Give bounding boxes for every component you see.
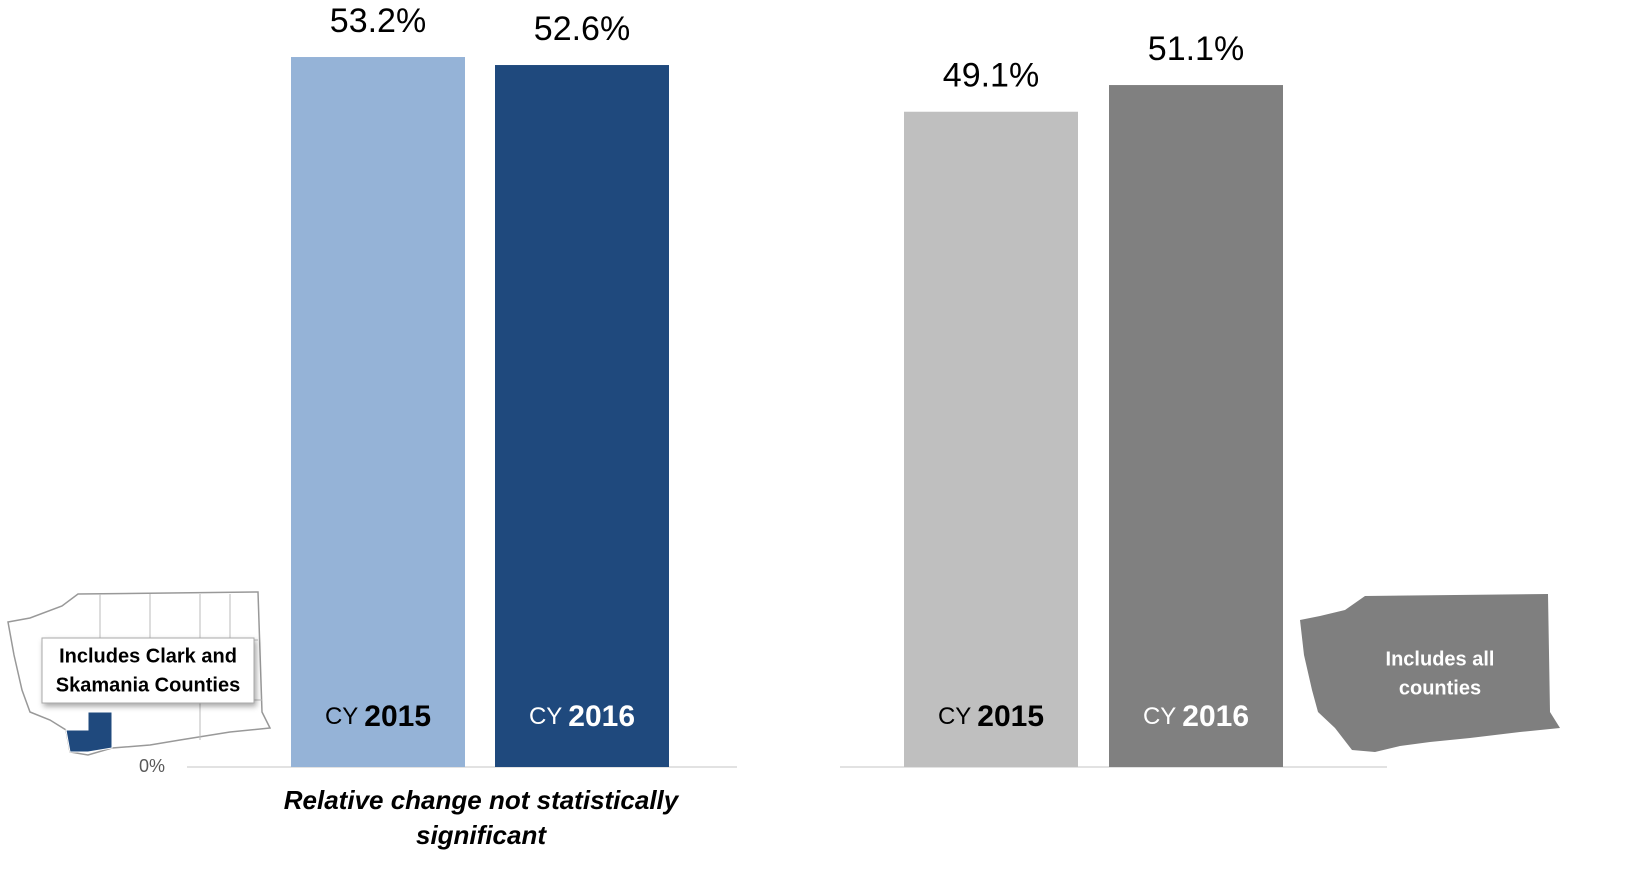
value-label: 51.1% <box>1148 30 1244 68</box>
category-prefix: CY <box>938 703 971 730</box>
y-tick-label: 0% <box>139 756 165 776</box>
bar <box>1109 85 1283 768</box>
footnote: Relative change not statistically <box>284 785 680 815</box>
value-label: 49.1% <box>943 57 1039 95</box>
category-label: CY 2016 <box>529 700 635 733</box>
category-year: 2016 <box>568 700 635 733</box>
value-label: 53.2% <box>330 2 426 40</box>
left-map <box>7 591 272 756</box>
map-annotation: Includes Clark and <box>59 645 237 667</box>
right-map <box>1300 594 1560 752</box>
map-annotation: Skamania Counties <box>56 674 241 696</box>
category-label: CY 2016 <box>1143 700 1249 733</box>
bar <box>904 111 1078 768</box>
category-prefix: CY <box>1143 703 1176 730</box>
category-year: 2015 <box>977 700 1044 733</box>
category-prefix: CY <box>529 703 562 730</box>
category-year: 2015 <box>364 700 431 733</box>
category-label: CY 2015 <box>938 700 1044 733</box>
footnote: significant <box>416 820 547 850</box>
map-annotation: Includes all <box>1386 648 1495 670</box>
bar <box>291 57 465 768</box>
category-year: 2016 <box>1182 700 1249 733</box>
category-label: CY 2015 <box>325 700 431 733</box>
value-label: 52.6% <box>534 10 630 48</box>
bar <box>495 65 669 767</box>
category-prefix: CY <box>325 703 358 730</box>
map-annotation: counties <box>1399 677 1481 699</box>
